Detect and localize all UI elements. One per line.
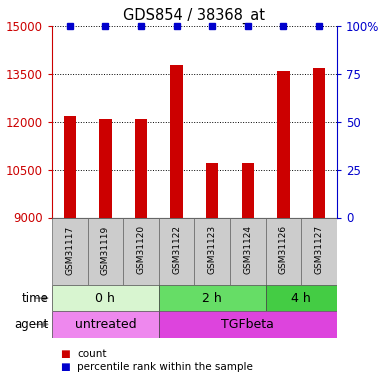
Bar [123,217,159,285]
Text: GSM31126: GSM31126 [279,225,288,274]
Text: GSM31127: GSM31127 [315,225,323,274]
Text: percentile rank within the sample: percentile rank within the sample [77,362,253,372]
Text: 4 h: 4 h [291,292,311,304]
Bar [52,217,88,285]
Text: GSM31119: GSM31119 [101,225,110,274]
Bar [159,311,337,338]
Text: GSM31124: GSM31124 [243,225,252,274]
Bar [159,217,194,285]
Bar [266,217,301,285]
Title: GDS854 / 38368_at: GDS854 / 38368_at [124,7,265,24]
Text: 0 h: 0 h [95,292,116,304]
Bar [159,285,266,311]
Bar [230,217,266,285]
Bar [242,164,254,218]
Bar [206,164,218,218]
Bar [52,285,159,311]
Text: time: time [21,292,48,304]
Text: GSM31123: GSM31123 [208,225,217,274]
Text: ■: ■ [60,362,69,372]
Text: GSM31120: GSM31120 [137,225,146,274]
Text: GSM31117: GSM31117 [65,225,74,274]
Bar [266,285,337,311]
Text: ■: ■ [60,350,69,359]
Bar [52,311,159,338]
Bar [194,217,230,285]
Text: agent: agent [14,318,48,331]
Bar [135,118,147,218]
Text: GSM31122: GSM31122 [172,225,181,274]
Bar [301,217,337,285]
Text: count: count [77,350,107,359]
Bar [313,68,325,218]
Text: untreated: untreated [75,318,136,331]
Bar [64,116,76,218]
Bar [88,217,123,285]
Bar [277,71,290,217]
Bar [171,64,183,218]
Text: TGFbeta: TGFbeta [221,318,274,331]
Text: 2 h: 2 h [203,292,222,304]
Bar [99,118,112,218]
